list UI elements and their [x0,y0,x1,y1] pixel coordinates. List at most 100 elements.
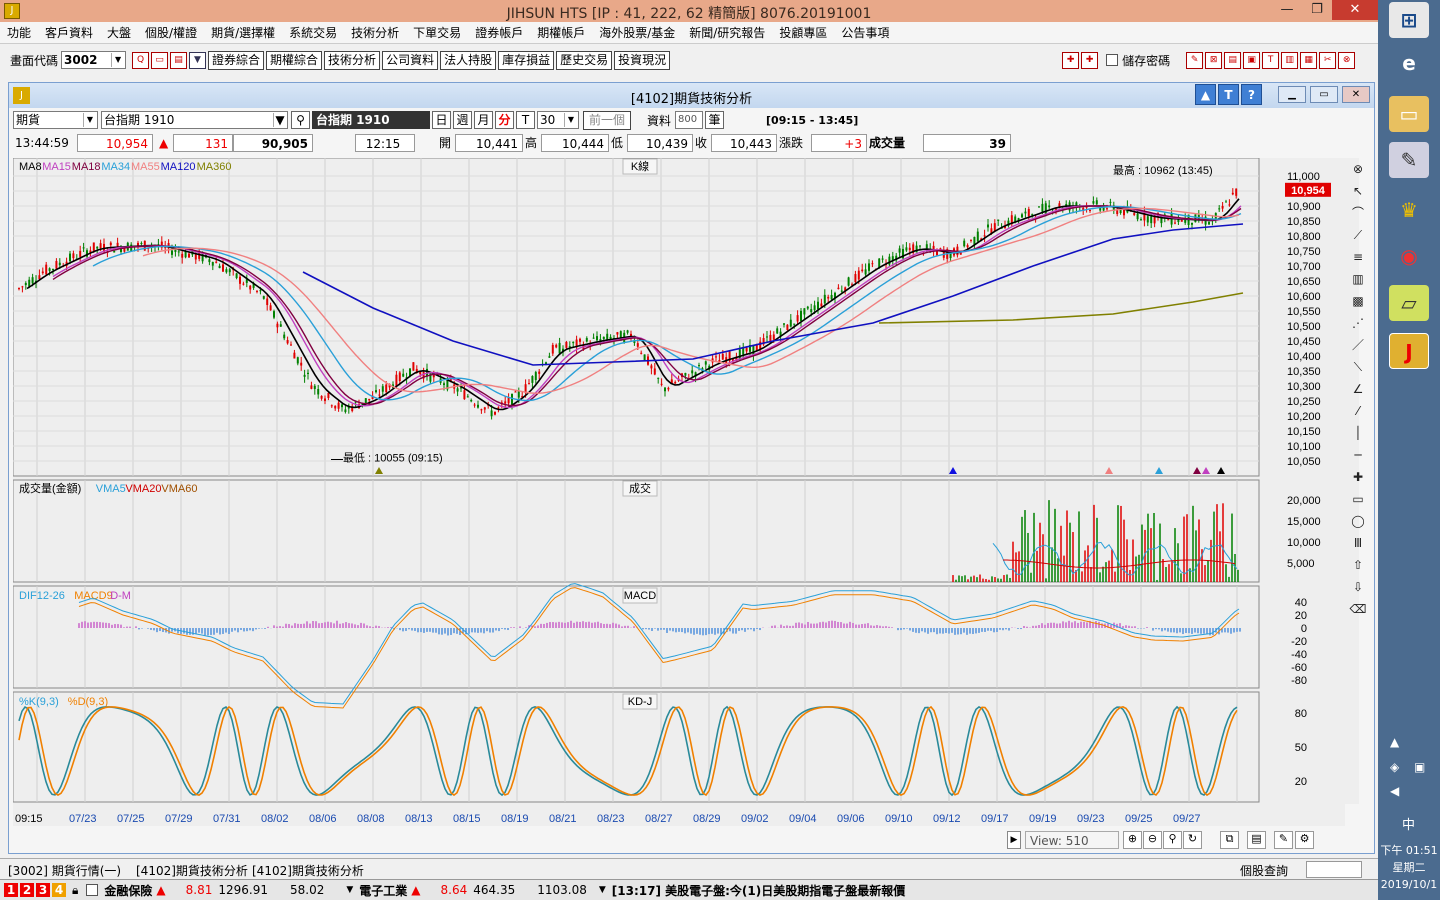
period-tick-button[interactable]: T [516,111,535,129]
grid-tool-icon[interactable]: ▥ [1352,272,1364,286]
volume-icon[interactable]: ◀ [1390,784,1400,798]
page-button-2[interactable]: 2 [20,883,34,897]
menu-item[interactable]: 投顧專區 [779,26,828,40]
page-button-4[interactable]: 4 [52,883,66,897]
ie-browser-icon[interactable]: e [1402,51,1416,75]
title-bar[interactable]: J JIHSUN HTS [IP : 41, 222, 62 精簡版] 8076… [0,0,1378,22]
chart-area[interactable]: 11,00010,95010,90010,85010,80010,75010,7… [13,158,1359,826]
ime-indicator[interactable]: 中 [1402,818,1416,833]
toolbar-button[interactable]: 證券綜合 [208,50,265,70]
restore-button[interactable]: ❐ [1311,2,1323,17]
clock[interactable]: 下午 01:51 星期二 2019/10/1 [1380,842,1438,893]
menu-item[interactable]: 海外股票/基金 [599,26,676,40]
child-restore-button[interactable]: ▭ [1310,86,1338,103]
tray-expand-icon[interactable]: ▲ [1390,735,1400,749]
toolbar-button[interactable]: 歷史交易 [556,50,613,70]
trend-tool-icon[interactable]: ⟋ [1353,228,1363,242]
zoom-out-icon[interactable]: ⊖ [1143,831,1162,849]
ticker-checkbox[interactable] [86,884,99,896]
tool-icon[interactable]: ✎ [1186,51,1204,69]
chevron-down-icon[interactable]: ▼ [598,885,606,895]
eraser-tool-icon[interactable]: ⌫ [1349,602,1367,616]
tool-icon[interactable]: ▦ [1300,51,1318,69]
sticky-notes-icon[interactable]: ▱ [1389,285,1429,321]
copy-icon[interactable]: ⧉ [1220,831,1239,849]
period-minute-button[interactable]: 分 [495,111,514,129]
rect-tool-icon[interactable]: ▭ [1352,492,1364,506]
line-tool-icon[interactable]: ／ [1351,338,1364,352]
menu-item[interactable]: 期權帳戶 [537,26,586,40]
tool-icon[interactable]: ▣ [1243,51,1261,69]
hline-tool-icon[interactable]: ─ [1354,448,1362,462]
network-icon[interactable]: ▣ [1414,760,1426,774]
menu-item[interactable]: 期貨/選擇權 [211,26,276,40]
search-icon[interactable]: Q [132,51,150,69]
file-explorer-icon[interactable]: ▭ [1389,96,1429,132]
window-icon[interactable]: ▭ [151,51,169,69]
flag-icon[interactable]: ✚ [1062,51,1080,69]
close-tool-icon[interactable]: ⊗ [1352,162,1364,176]
menu-item[interactable]: 功能 [7,26,32,40]
data-unit-button[interactable]: 筆 [705,111,725,129]
toolbar-button[interactable]: 法人持股 [440,50,497,70]
toolbar-button[interactable]: 庫存損益 [498,50,555,70]
channel-tool-icon[interactable]: ≡ [1352,250,1364,264]
menu-item[interactable]: 公告事項 [841,26,890,40]
flag-icon[interactable]: ✚ [1081,51,1099,69]
arrow-up-tool-icon[interactable]: ⇧ [1352,558,1364,572]
windows-start-icon[interactable]: ⊞ [1389,2,1429,38]
tool-icon[interactable]: ▥ [1281,51,1299,69]
menu-item[interactable]: 個股/權證 [145,26,198,40]
tool-icon[interactable]: ✂ [1319,51,1337,69]
help-icon[interactable]: ? [1241,84,1262,105]
child-close-button[interactable]: ✕ [1342,86,1370,103]
segment-tool-icon[interactable]: ⁄ [1356,404,1359,418]
news-ticker[interactable]: [13:17] 美股電子盤:今(1)日美股期指電子盤最新報價 [611,883,906,898]
toolbar-button[interactable]: 投資現況 [614,50,671,70]
window-tab[interactable]: [3002] 期貨行情(一) [8,864,122,878]
crown-icon[interactable]: ♛ [1400,198,1418,222]
page-button-1[interactable]: 1 [4,883,18,897]
save-password-checkbox[interactable] [1106,54,1119,66]
toolbar-button[interactable]: 公司資料 [382,50,439,70]
tool-icon[interactable]: T [1262,51,1280,69]
dropdown-icon[interactable]: ▼ [189,51,207,69]
angle-tool-icon[interactable]: ∠ [1352,382,1364,396]
period-week-button[interactable]: 週 [453,111,472,129]
jihsun-app-icon[interactable]: J [1389,333,1429,369]
tool-icon[interactable]: ⊗ [1338,51,1356,69]
lock-icon[interactable]: 🔒︎ [72,882,79,897]
fan-tool-icon[interactable]: ⋰ [1352,316,1364,330]
minutes-select[interactable]: 30 ▼ [537,111,579,129]
refresh-icon[interactable]: ↻ [1183,831,1202,849]
minimize-button[interactable]: — [1280,2,1294,17]
paint-icon[interactable]: ✎ [1389,142,1429,178]
close-button[interactable]: ✕ [1332,0,1378,20]
pen-icon[interactable]: ✎ [1274,831,1293,849]
print-icon[interactable]: ▤ [170,51,188,69]
text-icon[interactable]: T [1218,84,1239,105]
menu-item[interactable]: 新聞/研究報告 [689,26,766,40]
menu-item[interactable]: 證券帳戶 [475,26,524,40]
tray-icon[interactable]: ◈ [1390,760,1400,774]
chevron-down-icon[interactable]: ▼ [346,885,354,895]
magnify-icon[interactable]: ⚲ [1163,831,1182,849]
vline-tool-icon[interactable]: │ [1354,426,1362,440]
hatch-tool-icon[interactable]: ▩ [1352,294,1364,308]
ray-tool-icon[interactable]: ⟍ [1353,360,1363,374]
page-button-3[interactable]: 3 [36,883,50,897]
screen-code-select[interactable]: 3002 ▼ [61,51,127,69]
previous-button[interactable]: 前一個 [583,110,631,130]
scroll-right-icon[interactable]: ▶ [1007,831,1021,849]
zoom-in-icon[interactable]: ⊕ [1123,831,1142,849]
menu-item[interactable]: 系統交易 [289,26,338,40]
data-count-input[interactable]: 800 [675,111,704,129]
menu-item[interactable]: 客戶資料 [45,26,94,40]
chrome-icon[interactable]: ◉ [1400,244,1418,268]
layout-icon[interactable]: ▤ [1247,831,1266,849]
menu-item[interactable]: 下單交易 [413,26,462,40]
cursor-tool-icon[interactable]: ↖ [1352,184,1364,198]
menu-item[interactable]: 技術分析 [351,26,400,40]
toolbar-button[interactable]: 技術分析 [324,50,381,70]
tool-icon[interactable]: ⊠ [1205,51,1223,69]
